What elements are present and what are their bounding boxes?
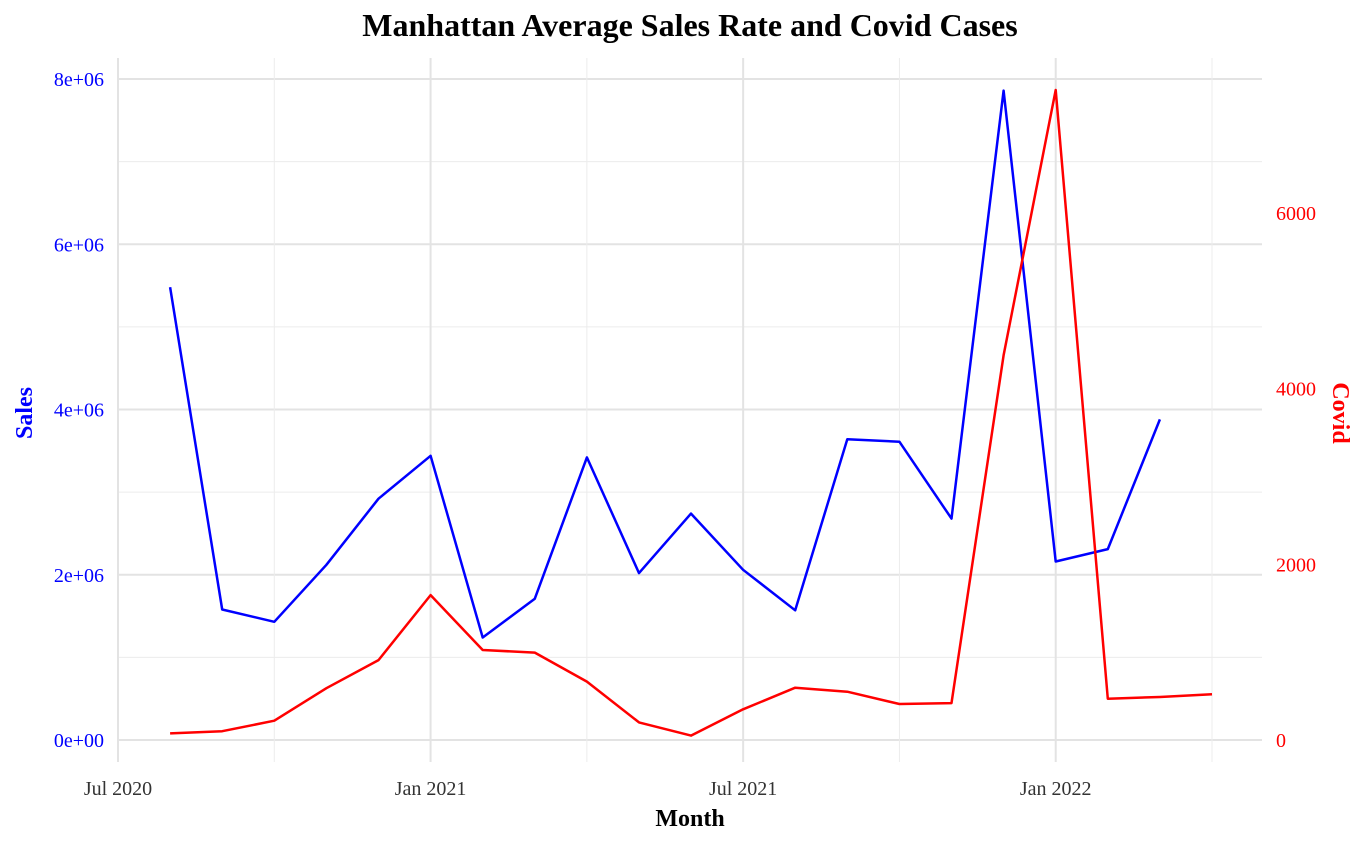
x-ticks: Jul 2020 Jan 2021 Jul 2021 Jan 2022 [84, 778, 1092, 800]
x-tick-label: Jul 2020 [84, 778, 152, 800]
y-right-tick-label: 0 [1276, 730, 1286, 752]
grid [117, 58, 1262, 762]
x-tick-label: Jul 2021 [709, 778, 777, 800]
y-right-axis-title: Covid [1327, 382, 1353, 444]
y-left-tick-label: 2e+06 [54, 565, 104, 587]
y-left-tick-label: 8e+06 [54, 69, 104, 91]
y-left-tick-label: 6e+06 [54, 234, 104, 256]
y-left-ticks: 0e+00 2e+06 4e+06 6e+06 8e+06 [54, 69, 104, 752]
y-right-ticks: 0 2000 4000 6000 [1276, 203, 1316, 752]
y-right-tick-label: 4000 [1276, 379, 1316, 401]
x-tick-label: Jan 2021 [395, 778, 467, 800]
y-left-tick-label: 4e+06 [54, 400, 104, 422]
y-left-axis-title: Sales [12, 387, 38, 439]
y-right-tick-label: 6000 [1276, 203, 1316, 225]
y-left-tick-label: 0e+00 [54, 730, 104, 752]
sales-series-line [168, 89, 1162, 639]
series-lines [168, 88, 1213, 737]
y-right-tick-label: 2000 [1276, 554, 1316, 576]
chart-title: Manhattan Average Sales Rate and Covid C… [362, 7, 1017, 43]
x-axis-title: Month [655, 806, 724, 832]
x-tick-label: Jan 2022 [1020, 778, 1092, 800]
covid-series-line [170, 88, 1213, 737]
